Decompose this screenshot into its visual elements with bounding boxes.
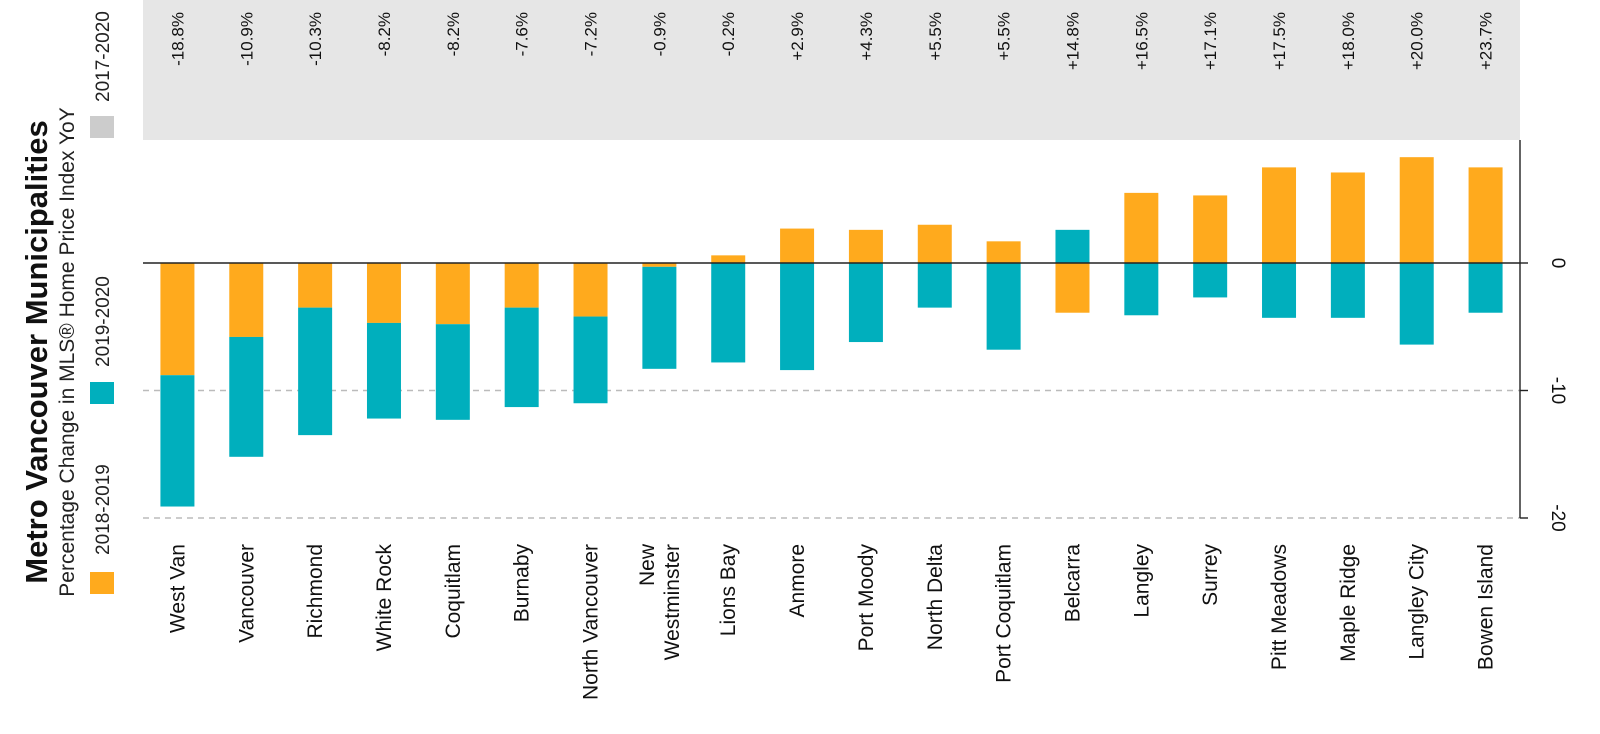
legend-label-2018-2019: 2018-2019 [93,464,114,555]
bar-bowen-island-2019-2020 [1468,263,1503,313]
gridlines [143,389,1520,519]
legend-swatch-2018-2019 [90,572,114,594]
category-label-port-moody: Port Moody [855,544,878,652]
bar-north-vancouver-2018-2019 [573,263,608,317]
change-2017-2020-label-anmore: +2.9% [788,12,807,61]
change-2017-2020-label-langley-city: +20.0% [1408,12,1427,70]
category-label-bowen-island: Bowen Island [1475,544,1498,670]
bar-langley-city-2018-2019 [1399,157,1434,263]
change-2017-2020-label-north-vancouver: -7.2% [582,12,601,56]
change-2017-2020-label-burnaby: -7.6% [513,12,532,56]
change-2017-2020-label-port-moody: +4.3% [857,12,876,61]
category-label-vancouver: Vancouver [235,544,258,643]
category-label-north-delta: North Delta [924,544,947,651]
bar-new-westminster-2018-2019 [642,263,677,267]
bar-white-rock-2018-2019 [366,263,401,323]
chart-subtitle: Percentage Change in MLS® Home Price Ind… [56,107,79,596]
bars [160,157,1503,507]
category-label-west-van: West Van [166,544,189,633]
change-2017-2020-label-langley: +16.5% [1132,12,1151,70]
bar-port-coquitlam-2019-2020 [986,263,1021,350]
change-2017-2020-label-new-westminster: -0.9% [650,12,669,56]
change-2017-2020-label-richmond: -10.3% [306,12,325,66]
category-label-maple-ridge: Maple Ridge [1337,544,1360,662]
bar-maple-ridge-2019-2020 [1330,263,1365,318]
category-label-lions-bay: Lions Bay [717,544,740,637]
value-axis-tick-label: -20 [1547,504,1568,531]
bar-port-moody-2019-2020 [848,263,883,343]
bar-burnaby-2018-2019 [504,263,539,308]
category-label-new-westminster: Westminster [661,544,684,660]
category-label-coquitlam: Coquitlam [442,544,465,639]
bar-north-delta-2019-2020 [917,263,952,308]
bar-vancouver-2019-2020 [229,336,264,457]
bar-coquitlam-2018-2019 [435,263,470,325]
change-2017-2020-label-maple-ridge: +18.0% [1339,12,1358,70]
value-axis-tick-label: 0 [1547,258,1568,269]
category-label-richmond: Richmond [304,544,327,639]
bar-pitt-meadows-2018-2019 [1262,167,1297,263]
legend-label-2019-2020: 2019-2020 [93,276,114,367]
category-label-new-westminster: New [636,543,659,586]
bar-new-westminster-2019-2020 [642,266,677,369]
bar-richmond-2018-2019 [298,263,333,308]
change-2017-2020-label-lions-bay: -0.2% [719,12,738,56]
category-label-anmore: Anmore [786,544,809,618]
category-label-north-vancouver: North Vancouver [580,544,603,700]
bar-white-rock-2019-2020 [366,322,401,419]
legend-swatch-2017-2020 [90,116,114,138]
bar-maple-ridge-2018-2019 [1330,172,1365,263]
bar-langley-city-2019-2020 [1399,263,1434,345]
category-label-white-rock: White Rock [373,544,396,652]
category-label-pitt-meadows: Pitt Meadows [1268,544,1291,670]
bar-langley-2018-2019 [1124,192,1159,263]
bar-bowen-island-2018-2019 [1468,167,1503,263]
bar-burnaby-2019-2020 [504,307,539,408]
bar-north-vancouver-2019-2020 [573,316,608,404]
category-label-port-coquitlam: Port Coquitlam [993,544,1016,683]
change-2017-2020-label-bowen-island: +23.7% [1477,12,1496,70]
bar-lions-bay-2019-2020 [711,263,746,363]
value-axis-tick-label: -10 [1547,377,1568,404]
legend: 2018-2019 2019-2020 2017-2020 [90,11,114,594]
chart-title: Metro Vancouver Municipalities [19,120,54,583]
bar-langley-2019-2020 [1124,263,1159,316]
change-2017-2020-label-belcarra: +14.8% [1063,12,1082,70]
bar-coquitlam-2019-2020 [435,324,470,420]
bar-surrey-2019-2020 [1193,263,1228,298]
bar-north-delta-2018-2019 [917,224,952,263]
category-label-belcarra: Belcarra [1061,544,1084,623]
category-label-surrey: Surrey [1199,544,1222,606]
bar-anmore-2019-2020 [780,263,815,371]
change-2017-2020-label-pitt-meadows: +17.5% [1270,12,1289,70]
bar-west-van-2018-2019 [160,263,195,376]
change-2017-2020-banner [143,0,1520,140]
category-label-burnaby: Burnaby [511,544,534,623]
axes: 0 -10 -20 [143,140,1568,532]
labels: West Van Vancouver Richmond White Rock Coqui… [166,12,1497,700]
bar-port-moody-2018-2019 [848,229,883,263]
category-label-langley-city: Langley City [1406,544,1429,660]
change-2017-2020-label-port-coquitlam: +5.5% [995,12,1014,61]
bar-surrey-2018-2019 [1193,195,1228,263]
bar-vancouver-2018-2019 [229,263,264,337]
legend-swatch-2019-2020 [90,382,114,404]
bar-west-van-2019-2020 [160,375,195,507]
bar-port-coquitlam-2018-2019 [986,241,1021,263]
bar-belcarra-2018-2019 [1055,263,1090,313]
change-2017-2020-label-surrey: +17.1% [1201,12,1220,70]
category-label-langley: Langley [1130,544,1153,618]
legend-label-2017-2020: 2017-2020 [93,11,114,102]
change-2017-2020-label-west-van: -18.8% [168,12,187,66]
change-2017-2020-label-vancouver: -10.9% [237,12,256,66]
bar-anmore-2018-2019 [780,228,815,263]
bar-pitt-meadows-2019-2020 [1262,263,1297,318]
bar-lions-bay-2018-2019 [711,255,746,263]
bar-belcarra-2019-2020 [1055,229,1090,263]
bar-richmond-2019-2020 [298,307,333,436]
change-2017-2020-label-coquitlam: -8.2% [444,12,463,56]
change-2017-2020-label-north-delta: +5.5% [926,12,945,61]
change-2017-2020-label-white-rock: -8.2% [375,12,394,56]
